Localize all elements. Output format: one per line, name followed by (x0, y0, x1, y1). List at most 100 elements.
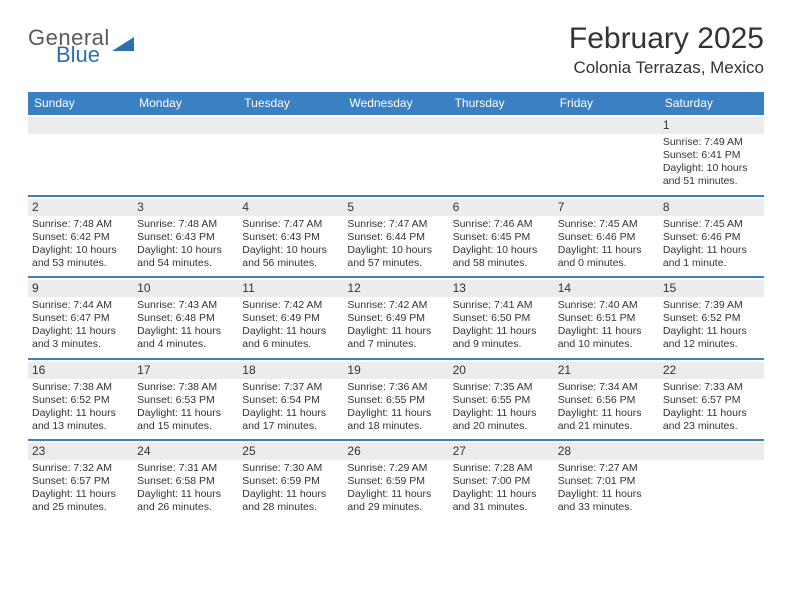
weekday-header-row: Sunday Monday Tuesday Wednesday Thursday… (28, 92, 764, 115)
sunrise-text: Sunrise: 7:29 AM (347, 462, 444, 475)
day-cell (554, 115, 659, 195)
day-number: 13 (449, 280, 554, 297)
day-number: 27 (449, 443, 554, 460)
day-cell: 21Sunrise: 7:34 AMSunset: 6:56 PMDayligh… (554, 360, 659, 440)
day-number (238, 117, 343, 134)
day-cell: 25Sunrise: 7:30 AMSunset: 6:59 PMDayligh… (238, 441, 343, 521)
daylight-text: Daylight: 11 hours and 4 minutes. (137, 325, 234, 351)
sunrise-text: Sunrise: 7:41 AM (453, 299, 550, 312)
daylight-text: Daylight: 11 hours and 3 minutes. (32, 325, 129, 351)
day-number: 24 (133, 443, 238, 460)
daylight-text: Daylight: 10 hours and 51 minutes. (663, 162, 760, 188)
sunset-text: Sunset: 6:57 PM (32, 475, 129, 488)
day-number: 6 (449, 199, 554, 216)
week-row: 1Sunrise: 7:49 AMSunset: 6:41 PMDaylight… (28, 115, 764, 197)
day-cell: 10Sunrise: 7:43 AMSunset: 6:48 PMDayligh… (133, 278, 238, 358)
sunrise-text: Sunrise: 7:43 AM (137, 299, 234, 312)
sunrise-text: Sunrise: 7:44 AM (32, 299, 129, 312)
daylight-text: Daylight: 10 hours and 54 minutes. (137, 244, 234, 270)
calendar-grid: Sunday Monday Tuesday Wednesday Thursday… (28, 92, 764, 521)
day-cell (449, 115, 554, 195)
weekday-header: Saturday (659, 92, 764, 115)
sunset-text: Sunset: 6:55 PM (453, 394, 550, 407)
day-cell: 7Sunrise: 7:45 AMSunset: 6:46 PMDaylight… (554, 197, 659, 277)
day-cell (28, 115, 133, 195)
day-number (659, 443, 764, 460)
daylight-text: Daylight: 11 hours and 13 minutes. (32, 407, 129, 433)
day-cell: 26Sunrise: 7:29 AMSunset: 6:59 PMDayligh… (343, 441, 448, 521)
daylight-text: Daylight: 11 hours and 12 minutes. (663, 325, 760, 351)
day-cell: 3Sunrise: 7:48 AMSunset: 6:43 PMDaylight… (133, 197, 238, 277)
sunrise-text: Sunrise: 7:38 AM (137, 381, 234, 394)
title-block: February 2025 Colonia Terrazas, Mexico (569, 22, 764, 78)
sunrise-text: Sunrise: 7:28 AM (453, 462, 550, 475)
sunrise-text: Sunrise: 7:47 AM (242, 218, 339, 231)
sunset-text: Sunset: 6:56 PM (558, 394, 655, 407)
sunset-text: Sunset: 6:59 PM (347, 475, 444, 488)
weekday-header: Friday (554, 92, 659, 115)
day-number: 26 (343, 443, 448, 460)
month-title: February 2025 (569, 22, 764, 56)
sunrise-text: Sunrise: 7:37 AM (242, 381, 339, 394)
sunrise-text: Sunrise: 7:40 AM (558, 299, 655, 312)
sunrise-text: Sunrise: 7:30 AM (242, 462, 339, 475)
location-subtitle: Colonia Terrazas, Mexico (569, 58, 764, 78)
day-number: 18 (238, 362, 343, 379)
sunrise-text: Sunrise: 7:36 AM (347, 381, 444, 394)
daylight-text: Daylight: 11 hours and 6 minutes. (242, 325, 339, 351)
daylight-text: Daylight: 11 hours and 10 minutes. (558, 325, 655, 351)
daylight-text: Daylight: 11 hours and 1 minute. (663, 244, 760, 270)
weekday-header: Wednesday (343, 92, 448, 115)
day-cell: 17Sunrise: 7:38 AMSunset: 6:53 PMDayligh… (133, 360, 238, 440)
day-cell: 1Sunrise: 7:49 AMSunset: 6:41 PMDaylight… (659, 115, 764, 195)
day-cell: 6Sunrise: 7:46 AMSunset: 6:45 PMDaylight… (449, 197, 554, 277)
sunset-text: Sunset: 6:59 PM (242, 475, 339, 488)
day-cell: 4Sunrise: 7:47 AMSunset: 6:43 PMDaylight… (238, 197, 343, 277)
weekday-header: Tuesday (238, 92, 343, 115)
day-cell: 9Sunrise: 7:44 AMSunset: 6:47 PMDaylight… (28, 278, 133, 358)
day-number (449, 117, 554, 134)
sunrise-text: Sunrise: 7:42 AM (242, 299, 339, 312)
sunrise-text: Sunrise: 7:47 AM (347, 218, 444, 231)
day-number: 3 (133, 199, 238, 216)
day-number: 16 (28, 362, 133, 379)
day-cell: 11Sunrise: 7:42 AMSunset: 6:49 PMDayligh… (238, 278, 343, 358)
day-cell: 27 Sunrise: 7:28 AMSunset: 7:00 PMDayligh… (449, 441, 554, 521)
day-number: 5 (343, 199, 448, 216)
weekday-header: Thursday (449, 92, 554, 115)
sunset-text: Sunset: 6:48 PM (137, 312, 234, 325)
day-number: 11 (238, 280, 343, 297)
week-row: 2Sunrise: 7:48 AMSunset: 6:42 PMDaylight… (28, 197, 764, 279)
logo-word-blue: Blue (56, 45, 134, 66)
daylight-text: Daylight: 11 hours and 20 minutes. (453, 407, 550, 433)
day-number (28, 117, 133, 134)
sunset-text: Sunset: 6:50 PM (453, 312, 550, 325)
sunrise-text: Sunrise: 7:45 AM (558, 218, 655, 231)
sunrise-text: Sunrise: 7:39 AM (663, 299, 760, 312)
sunset-text: Sunset: 6:55 PM (347, 394, 444, 407)
day-cell: 18Sunrise: 7:37 AMSunset: 6:54 PMDayligh… (238, 360, 343, 440)
week-row: 9Sunrise: 7:44 AMSunset: 6:47 PMDaylight… (28, 278, 764, 360)
day-number: 4 (238, 199, 343, 216)
day-number: 14 (554, 280, 659, 297)
day-cell: 28Sunrise: 7:27 AMSunset: 7:01 PMDayligh… (554, 441, 659, 521)
sunset-text: Sunset: 6:57 PM (663, 394, 760, 407)
sunset-text: Sunset: 6:43 PM (137, 231, 234, 244)
day-number: 23 (28, 443, 133, 460)
sunset-text: Sunset: 6:46 PM (558, 231, 655, 244)
sunrise-text: Sunrise: 7:35 AM (453, 381, 550, 394)
daylight-text: Daylight: 11 hours and 31 minutes. (453, 488, 550, 514)
daylight-text: Daylight: 10 hours and 53 minutes. (32, 244, 129, 270)
day-number: 22 (659, 362, 764, 379)
sunset-text: Sunset: 6:43 PM (242, 231, 339, 244)
day-cell: 24Sunrise: 7:31 AMSunset: 6:58 PMDayligh… (133, 441, 238, 521)
sunset-text: Sunset: 6:52 PM (32, 394, 129, 407)
sunset-text: Sunset: 7:01 PM (558, 475, 655, 488)
daylight-text: Daylight: 11 hours and 0 minutes. (558, 244, 655, 270)
sunset-text: Sunset: 7:00 PM (453, 475, 550, 488)
sunset-text: Sunset: 6:49 PM (347, 312, 444, 325)
sunset-text: Sunset: 6:53 PM (137, 394, 234, 407)
day-number: 28 (554, 443, 659, 460)
week-row: 16Sunrise: 7:38 AMSunset: 6:52 PMDayligh… (28, 360, 764, 442)
day-number: 12 (343, 280, 448, 297)
